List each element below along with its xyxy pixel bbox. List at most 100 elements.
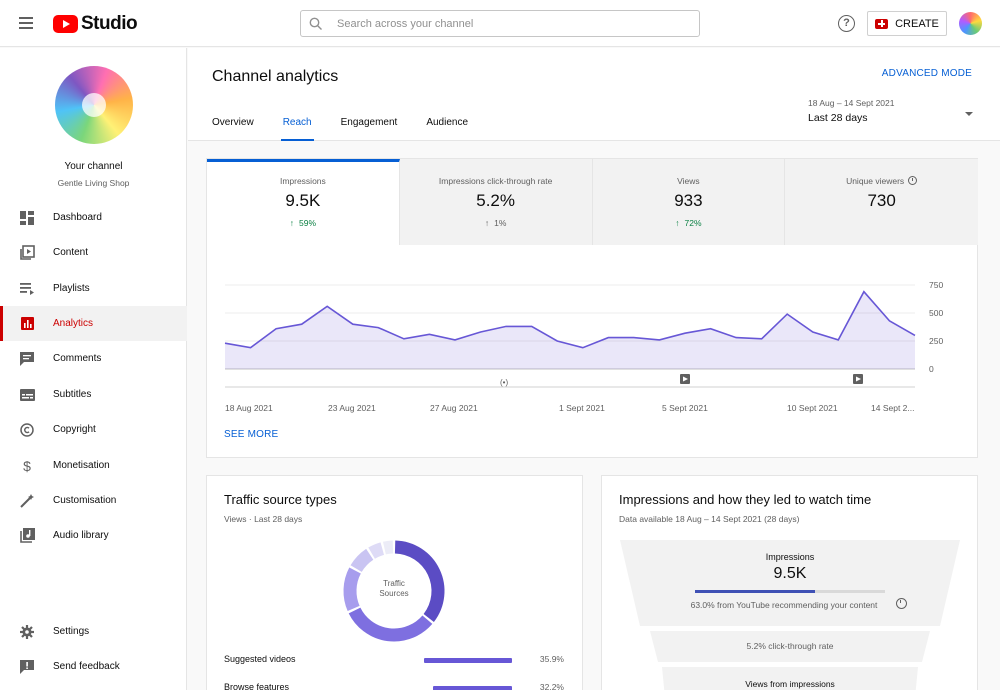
- data-point: [350, 322, 355, 327]
- traffic-row-value: 35.9%: [539, 654, 564, 664]
- sidebar-item-settings[interactable]: Settings: [0, 614, 187, 649]
- area-fill: [225, 291, 915, 369]
- sidebar-item-label: Subtitles: [53, 389, 92, 400]
- studio-logo[interactable]: Studio: [53, 13, 138, 35]
- data-point: [223, 341, 228, 346]
- channel-name: Gentle Living Shop: [57, 178, 130, 188]
- sidebar-item-subtitles[interactable]: Subtitles: [0, 377, 187, 412]
- metric-label: Impressions click-through rate: [438, 176, 553, 186]
- channel-avatar[interactable]: [55, 66, 133, 144]
- advanced-mode-link[interactable]: ADVANCED MODE: [881, 68, 972, 79]
- traffic-row-label: Suggested videos: [224, 654, 296, 664]
- data-point: [555, 339, 560, 344]
- dashboard-icon: [19, 210, 35, 226]
- metric-label: Views: [677, 176, 700, 186]
- tab-engagement[interactable]: Engagement: [340, 117, 398, 128]
- sidebar-item-dashboard[interactable]: Dashboard: [0, 200, 187, 235]
- reach-card: Impressions 9.5K ↑ 59% Impressions click-…: [206, 158, 978, 458]
- donut-slice[interactable]: [368, 542, 385, 559]
- top-bar: Studio ? CREATE: [0, 0, 1000, 47]
- tab-reach[interactable]: Reach: [280, 106, 314, 141]
- arrow-up-icon: ↑: [484, 218, 490, 228]
- y-tick-label: 0: [929, 364, 934, 374]
- donut-slice[interactable]: [348, 607, 433, 642]
- analytics-tabs: Overview Reach Engagement Audience: [212, 106, 497, 141]
- metric-value: 9.5K: [285, 191, 321, 210]
- funnel-impressions-label: Impressions: [765, 552, 815, 562]
- donut-slice[interactable]: [350, 548, 374, 573]
- donut-slice[interactable]: [394, 540, 445, 622]
- date-range-label: Last 28 days: [808, 112, 868, 124]
- donut-slice[interactable]: [343, 567, 361, 612]
- metric-value: 730: [867, 191, 896, 210]
- traffic-row[interactable]: Browse features 32.2%: [224, 682, 564, 690]
- metric-change: ↑ 72%: [593, 218, 785, 228]
- subtitles-icon: [19, 387, 35, 403]
- x-tick-label: 23 Aug 2021: [328, 403, 376, 413]
- data-point: [785, 312, 790, 317]
- sidebar-item-copyright[interactable]: Copyright: [0, 412, 187, 447]
- y-tick-label: 750: [929, 280, 943, 290]
- data-point: [657, 337, 662, 342]
- data-point: [913, 333, 918, 338]
- search-input[interactable]: [337, 17, 677, 30]
- clock-icon: [908, 176, 918, 185]
- menu-icon[interactable]: [19, 17, 33, 29]
- funnel-impressions-value: 9.5K: [773, 565, 807, 582]
- x-tick-label: 18 Aug 2021: [225, 403, 273, 413]
- date-range-picker[interactable]: 18 Aug – 14 Sept 2021 Last 28 days: [808, 98, 973, 128]
- recommended-bar-track: [695, 590, 885, 593]
- data-point: [708, 326, 713, 331]
- sidebar-item-label: Send feedback: [53, 661, 120, 672]
- data-point: [299, 322, 304, 327]
- audio-library-icon: [19, 528, 35, 544]
- create-button[interactable]: CREATE: [867, 11, 947, 36]
- customisation-icon: [19, 493, 35, 509]
- live-stream-icon: (•): [500, 378, 508, 387]
- funnel-ctr-text: 5.2% click-through rate: [746, 641, 834, 651]
- tab-audience[interactable]: Audience: [426, 117, 469, 128]
- metric-ctr[interactable]: Impressions click-through rate 5.2% ↑ 1%: [399, 159, 593, 245]
- data-point: [734, 335, 739, 340]
- sidebar-item-monetisation[interactable]: $ Monetisation: [0, 448, 187, 483]
- funnel-card-title: Impressions and how they led to watch ti…: [619, 492, 872, 507]
- sidebar-item-audio-library[interactable]: Audio library: [0, 518, 187, 553]
- metric-value: 5.2%: [476, 191, 515, 210]
- logo-text: Studio: [81, 13, 138, 34]
- sidebar-item-playlists[interactable]: Playlists: [0, 271, 187, 306]
- metric-change-value: 1%: [494, 218, 507, 228]
- account-avatar[interactable]: [959, 12, 982, 35]
- youtube-logo-icon: [53, 15, 78, 33]
- sidebar-item-label: Content: [53, 247, 89, 258]
- data-point: [453, 337, 458, 342]
- sidebar-item-analytics[interactable]: Analytics: [0, 306, 187, 341]
- recommended-bar-fill: [695, 590, 815, 593]
- page-title: Channel analytics: [212, 68, 339, 85]
- sidebar-item-content[interactable]: Content: [0, 235, 187, 270]
- metric-impressions[interactable]: Impressions 9.5K ↑ 59%: [207, 159, 400, 245]
- metric-views[interactable]: Views 933 ↑ 72%: [592, 159, 786, 245]
- feedback-icon: [19, 659, 35, 675]
- play-glyph: [856, 376, 861, 382]
- sidebar-item-send-feedback[interactable]: Send feedback: [0, 649, 187, 684]
- traffic-donut-chart[interactable]: [339, 536, 449, 646]
- metric-unique-viewers[interactable]: Unique viewers 730: [785, 159, 978, 245]
- sidebar-item-customisation[interactable]: Customisation: [0, 483, 187, 518]
- impressions-chart[interactable]: 750 500 250 0 (•) 18 Aug 2021 23 Aug 2021 27 Au…: [207, 275, 977, 445]
- tab-overview[interactable]: Overview: [212, 117, 254, 128]
- y-tick-label: 500: [929, 308, 943, 318]
- info-icon[interactable]: [896, 598, 907, 609]
- see-more-link[interactable]: SEE MORE: [224, 429, 279, 440]
- sidebar-item-comments[interactable]: Comments: [0, 341, 187, 376]
- help-icon[interactable]: ?: [838, 15, 855, 32]
- donut-slice[interactable]: [382, 540, 394, 555]
- arrow-up-icon: ↑: [675, 218, 680, 228]
- sidebar-item-label: Copyright: [53, 424, 96, 435]
- data-point: [248, 345, 253, 350]
- data-point: [887, 318, 892, 323]
- sidebar-item-label: Audio library: [53, 530, 109, 541]
- traffic-card-subtitle: Views · Last 28 days: [224, 514, 303, 524]
- traffic-row[interactable]: Suggested videos 35.9%: [224, 654, 564, 668]
- search-box[interactable]: [300, 10, 700, 37]
- sidebar-item-label: Settings: [53, 626, 90, 637]
